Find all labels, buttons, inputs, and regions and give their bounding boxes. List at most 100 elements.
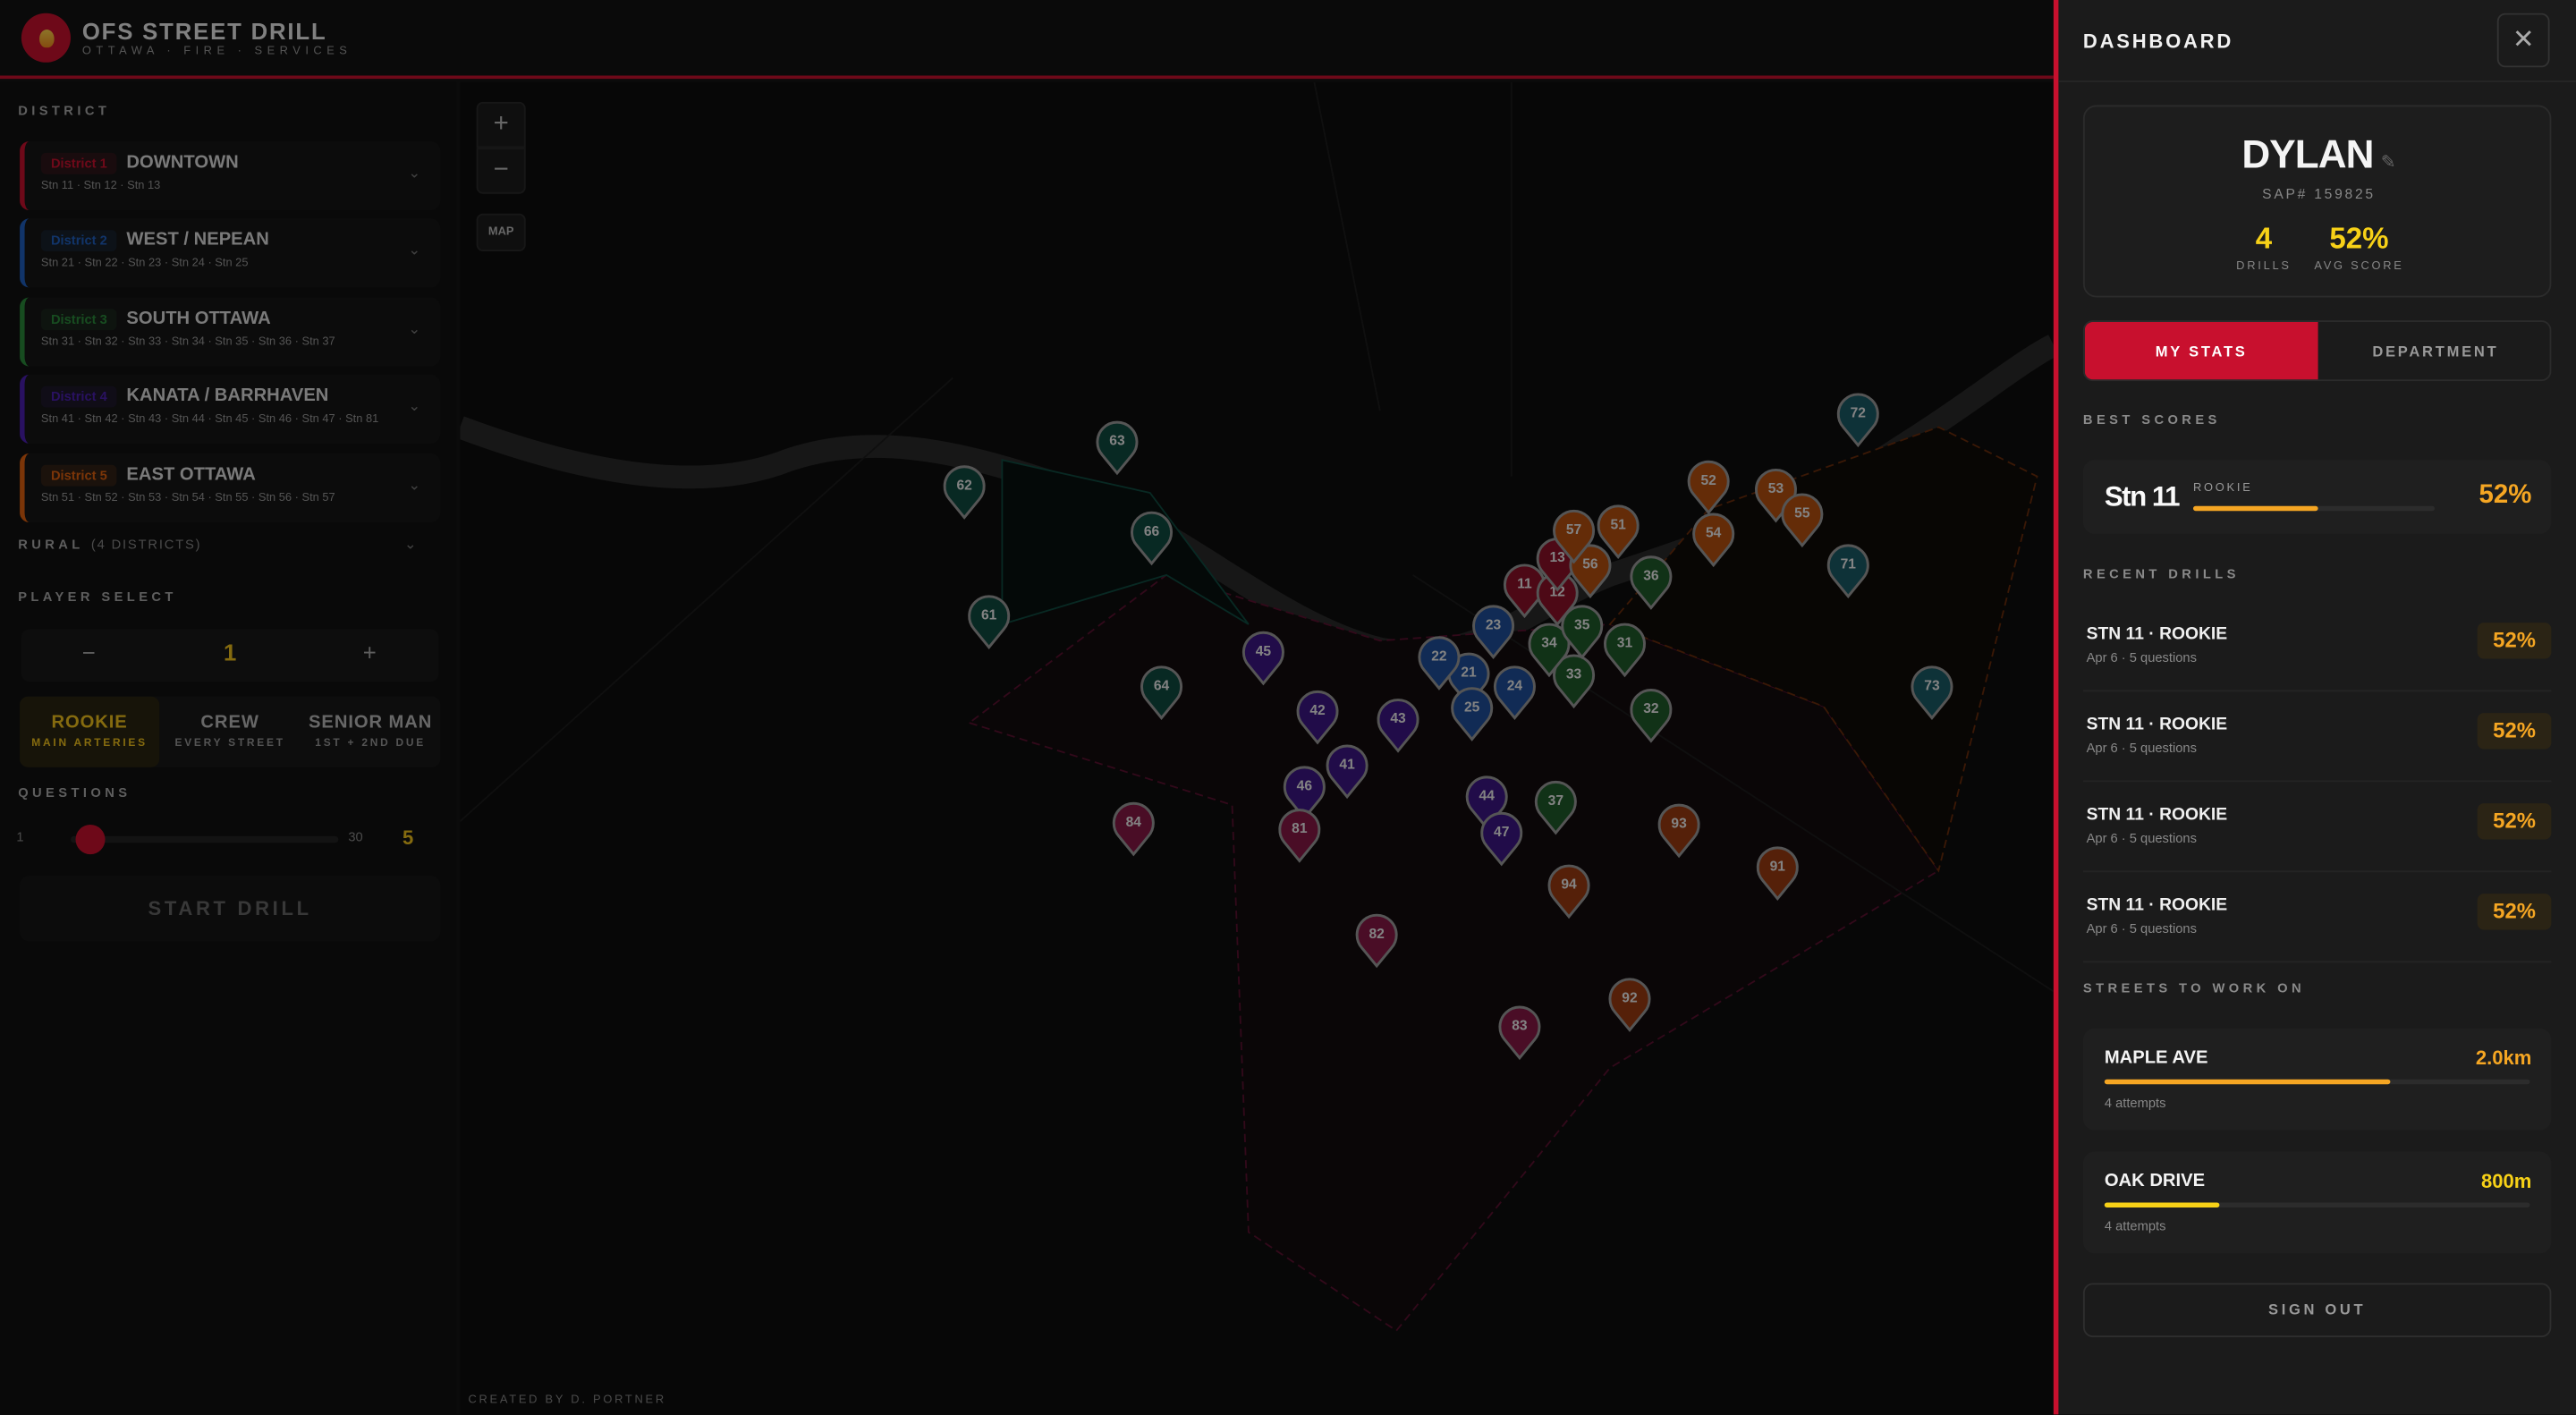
edit-pencil-icon[interactable]: ✎ xyxy=(2380,152,2396,173)
station-pin-73[interactable]: 73 xyxy=(1909,665,1954,721)
station-pin-62[interactable]: 62 xyxy=(941,465,987,521)
district-card-3[interactable]: District 3 SOUTH OTTAWA Stn 31 · Stn 32 · … xyxy=(20,297,441,367)
player-increment-button[interactable]: + xyxy=(362,639,377,665)
street-card[interactable]: MAPLE AVE 2.0km 4 attempts xyxy=(2082,1028,2552,1131)
difficulty-crew[interactable]: CREW EVERY STREET xyxy=(160,697,300,767)
station-pin-93[interactable]: 93 xyxy=(1656,803,1701,859)
difficulty-rookie[interactable]: ROOKIE MAIN ARTERIES xyxy=(20,696,160,767)
station-pin-37[interactable]: 37 xyxy=(1533,780,1579,835)
station-pin-25[interactable]: 25 xyxy=(1449,687,1495,742)
station-pin-23[interactable]: 23 xyxy=(1470,605,1516,660)
sap-number: SAP# 159825 xyxy=(2262,185,2376,202)
player-decrement-button[interactable]: − xyxy=(81,639,96,665)
street-progress-bar xyxy=(2104,1079,2530,1085)
zoom-out-button[interactable]: − xyxy=(476,148,526,194)
station-pin-32[interactable]: 32 xyxy=(1628,689,1674,744)
station-number: 55 xyxy=(1794,504,1810,521)
recent-drill-row[interactable]: STN 11 · ROOKIE Apr 6 · 5 questions 52% xyxy=(2082,872,2552,963)
station-pin-41[interactable]: 41 xyxy=(1324,744,1369,800)
recent-drill-row[interactable]: STN 11 · ROOKIE Apr 6 · 5 questions 52% xyxy=(2082,782,2552,873)
map-pin-icon xyxy=(1756,846,1799,901)
best-score-bar xyxy=(2192,505,2435,512)
map-view[interactable]: + − MAP 11121321222324253132333435363741… xyxy=(460,81,2054,1415)
station-pin-46[interactable]: 46 xyxy=(1282,766,1327,821)
map-pin-icon xyxy=(1493,665,1536,720)
recent-drill-row[interactable]: STN 11 · ROOKIE Apr 6 · 5 questions 52% xyxy=(2082,601,2552,692)
station-pin-63[interactable]: 63 xyxy=(1094,420,1140,476)
station-number: 72 xyxy=(1850,403,1867,421)
street-card[interactable]: OAK DRIVE 800m 4 attempts xyxy=(2082,1151,2552,1254)
chevron-down-icon[interactable]: ⌄ xyxy=(408,476,421,494)
chevron-down-icon[interactable]: ⌄ xyxy=(408,241,421,258)
difficulty-title: ROOKIE xyxy=(51,713,128,733)
station-pin-43[interactable]: 43 xyxy=(1375,699,1420,754)
station-pin-61[interactable]: 61 xyxy=(966,595,1012,650)
station-number: 43 xyxy=(1390,709,1406,726)
station-pin-52[interactable]: 52 xyxy=(1685,460,1731,515)
station-number: 94 xyxy=(1561,875,1577,893)
district-card-1[interactable]: District 1 DOWNTOWN Stn 11 · Stn 12 · Stn … xyxy=(20,140,441,211)
map-pin-icon xyxy=(1911,665,1953,720)
map-pin-icon xyxy=(1283,766,1326,820)
district-stations: Stn 11 · Stn 12 · Stn 13 xyxy=(40,181,161,192)
drill-subtitle: Apr 6 · 5 questions xyxy=(2086,741,2197,756)
chevron-down-icon[interactable]: ⌄ xyxy=(408,397,421,414)
station-pin-45[interactable]: 45 xyxy=(1241,631,1286,686)
station-pin-72[interactable]: 72 xyxy=(1835,393,1881,448)
station-pin-71[interactable]: 71 xyxy=(1826,544,1871,599)
rural-toggle[interactable]: RURAL (4 DISTRICTS) xyxy=(18,538,201,553)
station-number: 35 xyxy=(1574,615,1590,633)
station-pin-54[interactable]: 54 xyxy=(1690,513,1736,568)
station-pin-94[interactable]: 94 xyxy=(1546,864,1591,919)
station-pin-91[interactable]: 91 xyxy=(1755,846,1801,902)
station-pin-51[interactable]: 51 xyxy=(1595,504,1640,560)
street-attempts: 4 attempts xyxy=(2104,1218,2166,1234)
station-pin-92[interactable]: 92 xyxy=(1606,978,1652,1033)
station-pin-36[interactable]: 36 xyxy=(1628,555,1674,611)
district-stations: Stn 21 · Stn 22 · Stn 23 · Stn 24 · Stn … xyxy=(40,258,249,270)
station-pin-57[interactable]: 57 xyxy=(1551,509,1597,564)
slider-thumb[interactable] xyxy=(75,825,106,855)
tab-my-stats[interactable]: MY STATS xyxy=(2084,321,2318,380)
map-style-button[interactable]: MAP xyxy=(476,213,526,252)
recent-drill-row[interactable]: STN 11 · ROOKIE Apr 6 · 5 questions 52% xyxy=(2082,691,2552,783)
station-pin-64[interactable]: 64 xyxy=(1139,665,1184,721)
close-icon[interactable]: ✕ xyxy=(2496,13,2550,68)
chevron-down-icon[interactable]: ⌄ xyxy=(408,164,421,182)
questions-min: 1 xyxy=(16,829,24,845)
district-name: DOWNTOWN xyxy=(126,152,239,173)
station-pin-56[interactable]: 56 xyxy=(1567,544,1613,599)
district-card-5[interactable]: District 5 EAST OTTAWA Stn 51 · Stn 52 · S… xyxy=(20,453,441,523)
district-card-2[interactable]: District 2 WEST / NEPEAN Stn 21 · Stn 22 ·… xyxy=(20,218,441,288)
difficulty-senior-man[interactable]: SENIOR MAN 1ST + 2ND DUE xyxy=(301,697,440,767)
station-pin-42[interactable]: 42 xyxy=(1294,690,1340,745)
station-pin-82[interactable]: 82 xyxy=(1353,913,1399,969)
station-pin-31[interactable]: 31 xyxy=(1602,623,1648,678)
district-stations: Stn 51 · Stn 52 · Stn 53 · Stn 54 · Stn … xyxy=(40,493,335,504)
tab-department[interactable]: DEPARTMENT xyxy=(2372,343,2499,360)
station-number: 93 xyxy=(1671,815,1687,832)
chevron-down-icon[interactable]: ⌄ xyxy=(403,535,417,553)
station-number: 37 xyxy=(1547,792,1564,809)
station-pin-66[interactable]: 66 xyxy=(1129,511,1174,566)
station-pin-33[interactable]: 33 xyxy=(1551,654,1597,709)
station-pin-22[interactable]: 22 xyxy=(1416,636,1462,691)
district-card-4[interactable]: District 4 KANATA / BARRHAVEN Stn 41 · Stn… xyxy=(20,374,441,444)
chevron-down-icon[interactable]: ⌄ xyxy=(408,320,421,337)
station-pin-83[interactable]: 83 xyxy=(1496,1005,1542,1061)
station-pin-81[interactable]: 81 xyxy=(1276,809,1322,864)
zoom-in-button[interactable]: + xyxy=(476,101,526,148)
station-number: 71 xyxy=(1840,555,1856,572)
questions-slider[interactable] xyxy=(70,825,339,855)
map-pin-icon xyxy=(1418,636,1461,691)
station-pin-84[interactable]: 84 xyxy=(1111,801,1157,857)
station-pin-34[interactable]: 34 xyxy=(1526,623,1572,678)
sign-out-button[interactable]: SIGN OUT xyxy=(2082,1283,2552,1338)
station-number: 61 xyxy=(980,606,997,623)
station-pin-24[interactable]: 24 xyxy=(1492,665,1538,721)
station-pin-47[interactable]: 47 xyxy=(1479,811,1524,867)
station-pin-35[interactable]: 35 xyxy=(1559,605,1605,660)
map-pin-icon xyxy=(1692,513,1735,568)
start-drill-button[interactable]: START DRILL xyxy=(20,875,441,942)
station-pin-55[interactable]: 55 xyxy=(1779,493,1825,548)
